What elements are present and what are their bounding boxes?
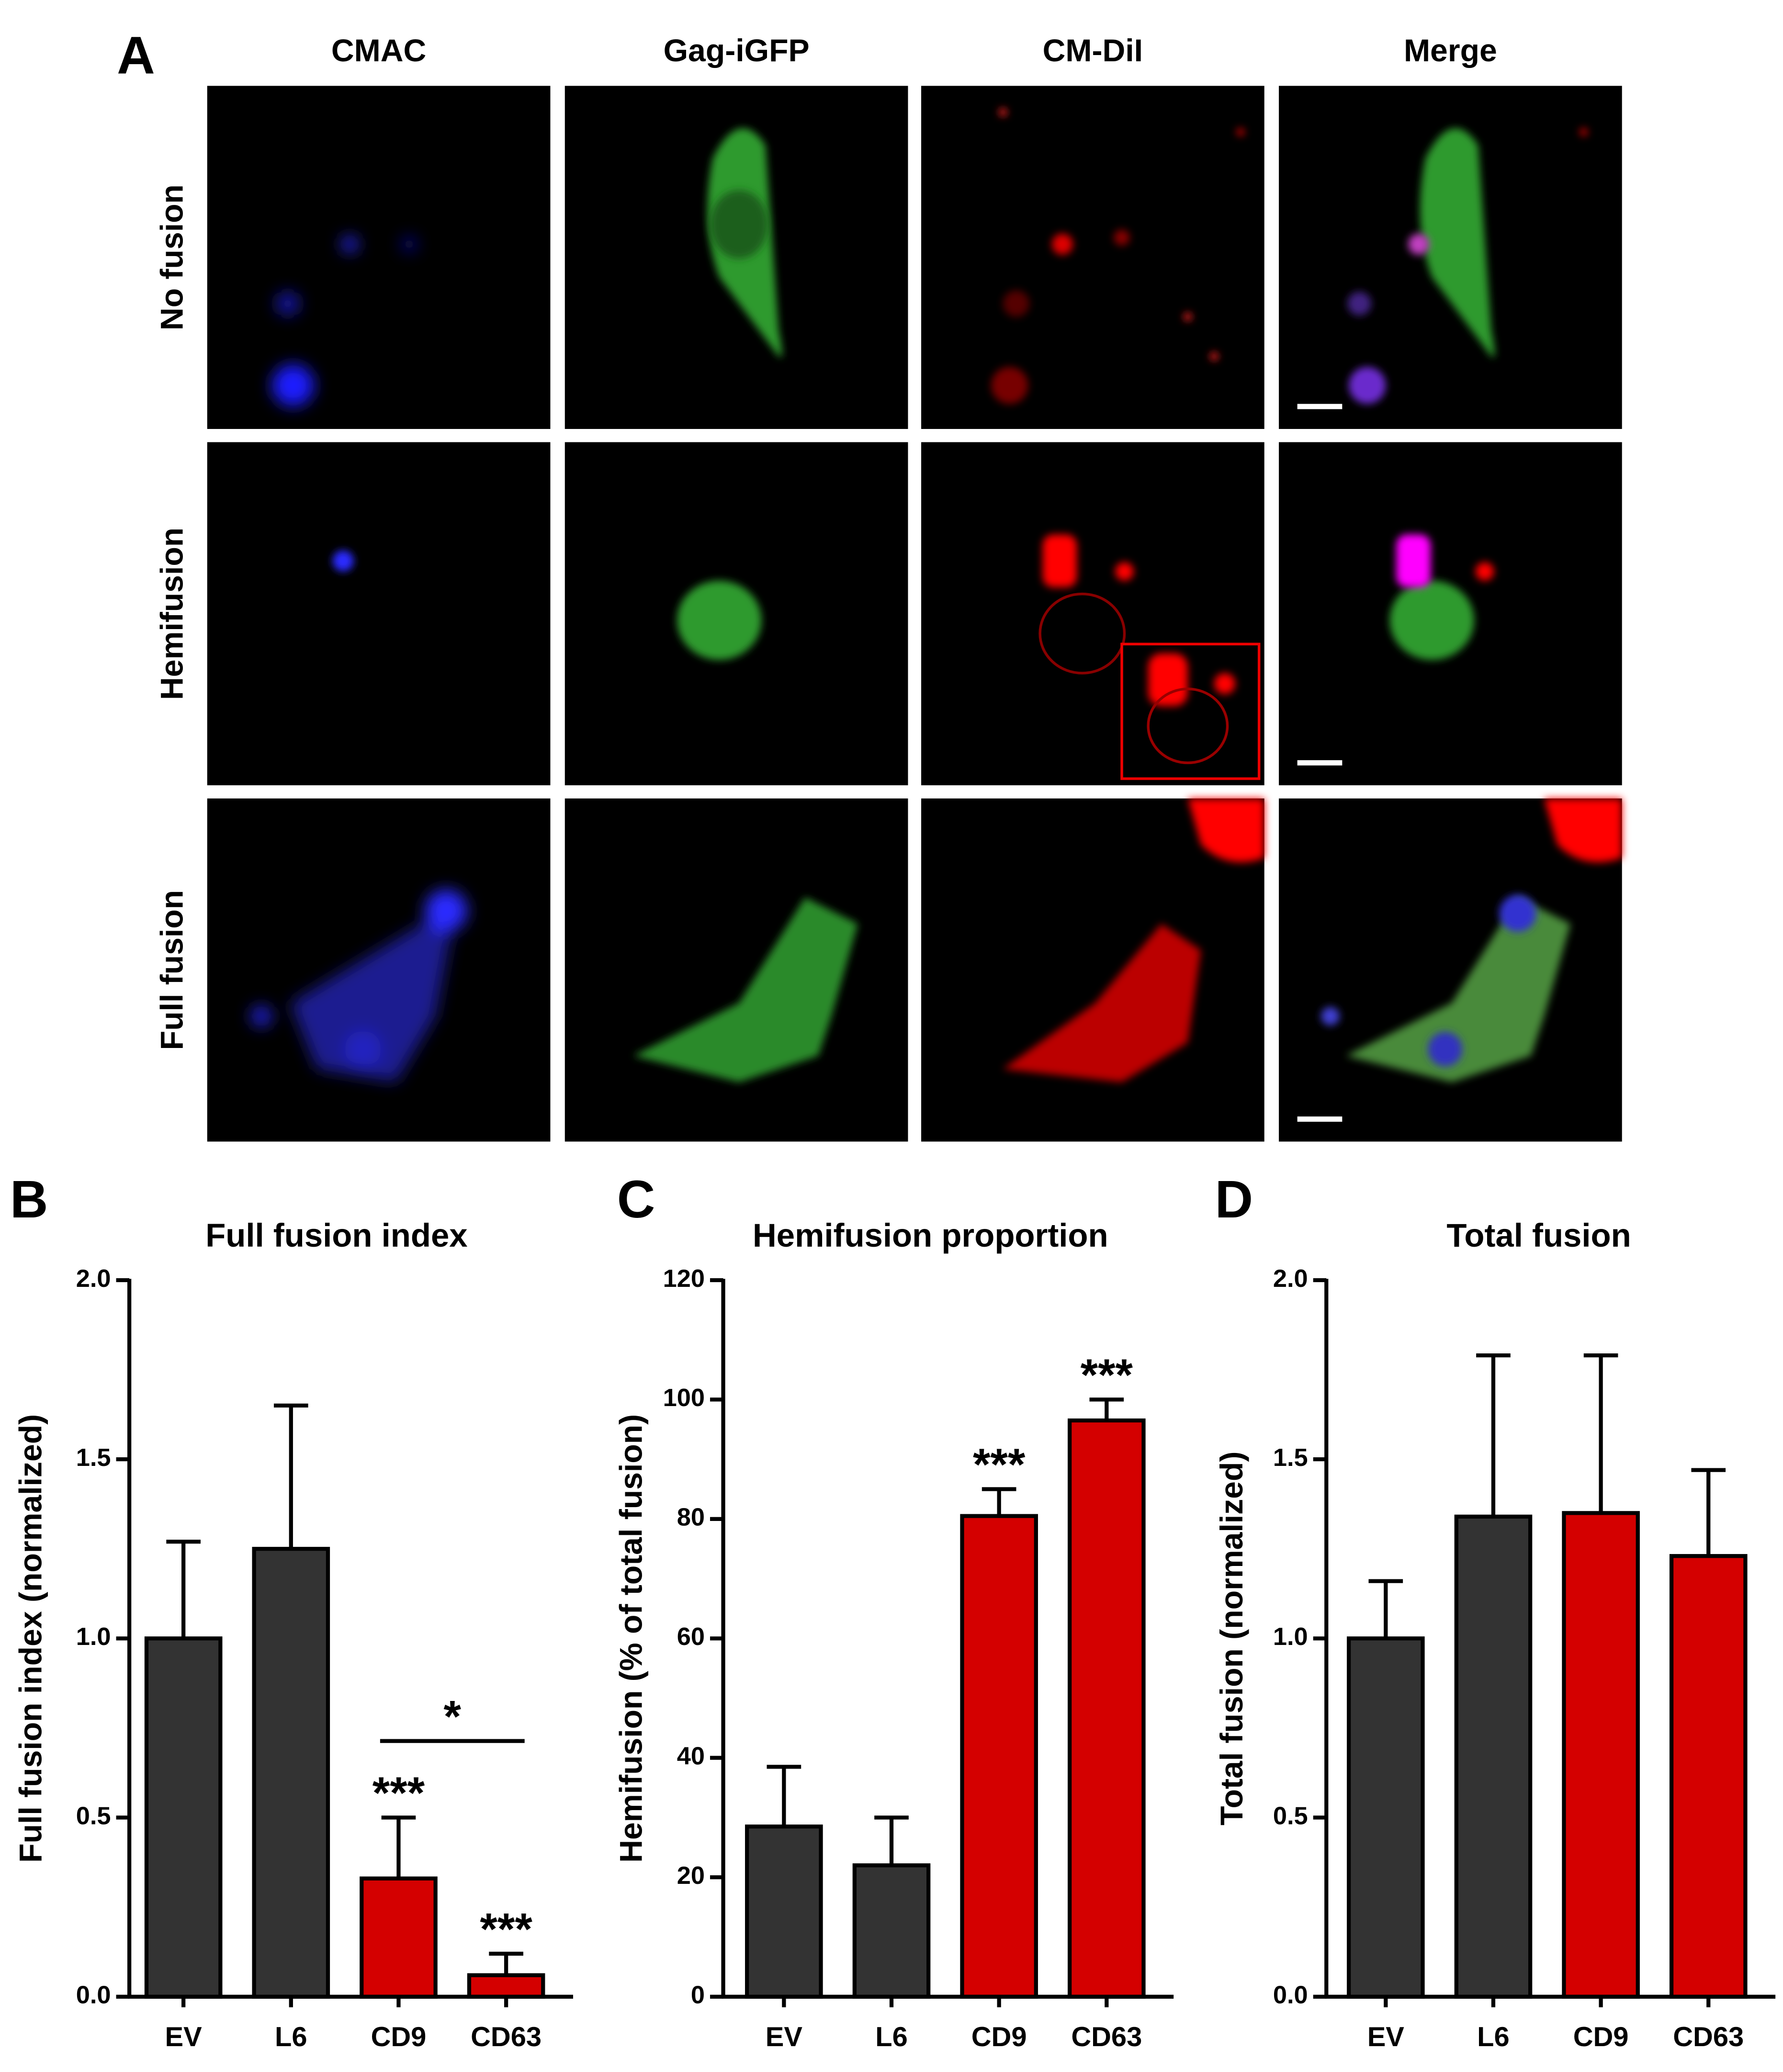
bar [144,1636,223,1999]
micrograph [564,798,908,1142]
micrograph [921,798,1264,1142]
y-tick-label: 0.5 [76,1802,111,1830]
y-tick-label: 2.0 [76,1265,111,1293]
error-bar [767,1765,801,1827]
bar [252,1547,330,1999]
x-tick-label: CD63 [1673,2022,1744,2052]
row-label: Full fusion [154,890,190,1050]
micrograph [1279,442,1622,786]
x-tick-label: L6 [275,2022,307,2052]
error-bar [166,1540,201,1639]
bar [960,1514,1038,1999]
bar [745,1824,823,1999]
bar [852,1863,931,1999]
significance-label: * [444,1691,462,1741]
y-tick-label: 2.0 [1273,1265,1308,1293]
bar [1067,1418,1146,1999]
y-tick-label: 1.5 [76,1444,111,1472]
error-bar [1089,1397,1124,1421]
significance-label: *** [372,1768,425,1818]
y-axis-label: Hemifusion (% of total fusion) [614,1414,649,1863]
y-tick-label: 60 [677,1623,705,1651]
significance-label: *** [1081,1350,1133,1400]
error-bar [874,1815,909,1866]
x-tick-label: CD9 [371,2022,427,2052]
micrograph [207,798,551,1142]
error-bar [982,1487,1016,1516]
error-bar [273,1403,308,1549]
y-tick-label: 1.0 [76,1623,111,1651]
error-bar [1583,1353,1618,1513]
x-tick-label: EV [766,2022,803,2052]
micrograph [1279,86,1622,429]
column-label: CMAC [331,33,426,68]
error-bar [1368,1579,1403,1639]
micrograph [921,442,1264,786]
y-axis-label: Full fusion index (normalized) [13,1414,48,1863]
column-label: CM-DiI [1043,33,1143,68]
x-tick-label: EV [165,2022,203,2052]
x-tick-label: L6 [1477,2022,1510,2052]
x-tick-label: EV [1367,2022,1405,2052]
micrograph [207,86,551,429]
chart-title: Full fusion index [205,1217,467,1254]
y-axis-label: Total fusion (normalized) [1214,1452,1250,1825]
bar [360,1876,438,1999]
error-bar [1691,1468,1726,1556]
x-tick-label: CD9 [1573,2022,1629,2052]
y-tick-label: 80 [677,1504,705,1531]
error-bar [489,1951,523,1975]
panel-letter: C [617,1170,655,1229]
x-tick-label: L6 [875,2022,908,2052]
bar [1562,1511,1640,1999]
y-tick-label: 0.0 [76,1982,111,2009]
y-tick-label: 1.5 [1273,1444,1308,1472]
error-bar [1476,1353,1511,1517]
y-tick-label: 0 [691,1982,705,2009]
bar [467,1973,545,1999]
error-bar [381,1815,416,1879]
y-tick-label: 40 [677,1743,705,1770]
significance-label: *** [973,1439,1026,1489]
y-tick-label: 1.0 [1273,1623,1308,1651]
y-tick-label: 120 [663,1265,705,1293]
significance-label: *** [480,1904,532,1954]
x-tick-label: CD63 [471,2022,542,2052]
row-label: Hemifusion [154,528,190,700]
panel-letter: D [1215,1170,1253,1229]
panel-letter: B [10,1170,48,1229]
y-tick-label: 20 [677,1862,705,1890]
chart-title: Total fusion [1446,1217,1631,1254]
micrograph [921,86,1264,429]
x-tick-label: CD63 [1071,2022,1142,2052]
bar [1669,1554,1748,1999]
bar [1346,1636,1425,1999]
panel-letter: A [117,26,155,85]
row-label: No fusion [154,184,190,330]
micrograph [1279,798,1622,1142]
micrograph [564,442,908,786]
y-tick-label: 0.0 [1273,1982,1308,2009]
y-tick-label: 100 [663,1384,705,1412]
column-label: Gag-iGFP [664,33,810,68]
micrograph-panel [207,86,1622,1142]
micrograph [564,86,908,429]
micrograph [207,442,551,786]
chart-title: Hemifusion proportion [753,1217,1108,1254]
column-label: Merge [1404,33,1497,68]
bar [1454,1514,1533,1999]
x-tick-label: CD9 [971,2022,1027,2052]
y-tick-label: 0.5 [1273,1802,1308,1830]
